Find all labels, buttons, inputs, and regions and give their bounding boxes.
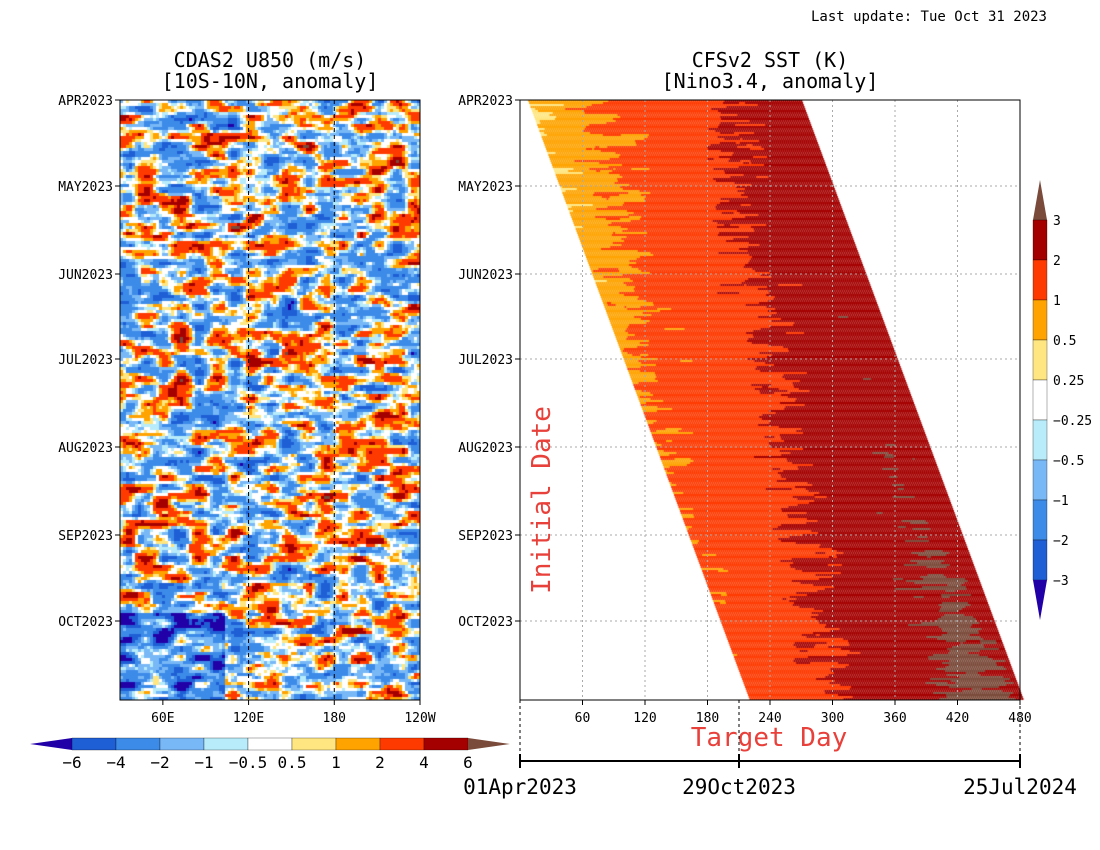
right-cbar-max-triangle (1033, 180, 1047, 220)
right-cbar-box (1032, 539, 1048, 581)
right-ytick-label: MAY2023 (458, 180, 513, 195)
right-cbar-box (1032, 339, 1048, 381)
right-colorbar: 3 2 1 0.5 0.25 −0.25 −0.5 −1 −2 −3 (1032, 180, 1092, 620)
left-cbar-box (203, 737, 249, 751)
left-cbar-label: −1 (194, 753, 213, 772)
left-ytick-label: OCT2023 (58, 615, 113, 630)
right-cbar-label: −0.25 (1053, 414, 1092, 429)
right-xtick-label: 60 (575, 711, 591, 726)
right-ytick-label: OCT2023 (458, 615, 513, 630)
right-cbar-box (1032, 419, 1048, 461)
date-axis-label: 25Jul2024 (963, 775, 1077, 799)
right-cbar-box (1032, 499, 1048, 541)
right-xtick-label: 300 (821, 711, 844, 726)
left-cbar-label: −4 (106, 753, 125, 772)
left-cbar-box (247, 737, 293, 751)
left-ytick-label: MAY2023 (58, 180, 113, 195)
right-axes: APR2023 MAY2023 JUN2023 JUL2023 AUG2023 SEP20… (458, 94, 1032, 726)
right-chart-subtitle: [Nino3.4, anomaly] (662, 69, 879, 93)
left-ytick-label: JUN2023 (58, 268, 113, 283)
left-cbar-box (379, 737, 425, 751)
left-xtick-label: 180 (323, 711, 346, 726)
right-cbar-label: 0.25 (1053, 374, 1084, 389)
left-chart-subtitle: [10S-10N, anomaly] (162, 69, 379, 93)
left-cbar-box (159, 737, 205, 751)
right-cbar-box (1032, 459, 1048, 501)
left-cbar-box (71, 737, 117, 751)
left-xtick-label: 120W (404, 711, 435, 726)
date-axis-label: 01Apr2023 (463, 775, 577, 799)
left-axes: APR2023 MAY2023 JUN2023 JUL2023 AUG2023 SEP20… (58, 94, 436, 726)
left-cbar-label: 1 (331, 753, 341, 772)
right-cbar-label: −1 (1053, 494, 1069, 509)
left-cbar-box (423, 737, 469, 751)
left-ytick-label: APR2023 (58, 94, 113, 109)
left-ytick-label: SEP2023 (58, 529, 113, 544)
date-axis-label: 29Oct2023 (682, 775, 796, 799)
date-axis: 01Apr2023 29Oct2023 25Jul2024 (463, 700, 1077, 799)
right-cbar-label: −2 (1053, 534, 1069, 549)
right-xtick-label: 240 (758, 711, 781, 726)
right-ytick-label: JUL2023 (458, 353, 513, 368)
left-cbar-max-triangle (468, 738, 510, 750)
right-xtick-label: 120 (633, 711, 656, 726)
left-cbar-box (335, 737, 381, 751)
right-cbar-label: 1 (1053, 294, 1061, 309)
right-ytick-label: AUG2023 (458, 441, 513, 456)
right-xtick-label: 360 (883, 711, 906, 726)
ylabel-initial-date: Initial Date (527, 406, 557, 594)
left-cbar-label: 6 (463, 753, 473, 772)
xlabel-target-day: Target Day (691, 723, 848, 753)
right-cbar-label: 0.5 (1053, 334, 1076, 349)
right-cbar-box (1032, 259, 1048, 301)
right-xtick-label: 420 (946, 711, 969, 726)
left-cbar-label: −0.5 (229, 753, 268, 772)
right-chart-title: CFSv2 SST (K) (692, 48, 849, 72)
right-cbar-min-triangle (1033, 580, 1047, 620)
left-chart-title: CDAS2 U850 (m/s) (174, 48, 367, 72)
right-ytick-label: JUN2023 (458, 268, 513, 283)
last-update-text: Last update: Tue Oct 31 2023 (811, 9, 1047, 25)
left-plot-frame (119, 99, 421, 701)
right-cbar-label: 3 (1053, 214, 1061, 229)
right-cbar-label: 2 (1053, 254, 1061, 269)
left-cbar-label: 4 (419, 753, 429, 772)
right-cbar-box (1032, 299, 1048, 341)
right-cbar-box (1032, 219, 1048, 261)
left-ytick-label: JUL2023 (58, 353, 113, 368)
left-cbar-box (115, 737, 161, 751)
left-xtick-label: 120E (233, 711, 264, 726)
right-cbar-label: −3 (1053, 574, 1069, 589)
right-ytick-label: SEP2023 (458, 529, 513, 544)
right-ytick-label: APR2023 (458, 94, 513, 109)
left-cbar-min-triangle (30, 738, 72, 750)
right-cbar-box (1032, 379, 1048, 421)
left-ytick-label: AUG2023 (58, 441, 113, 456)
left-cbar-label: 2 (375, 753, 385, 772)
right-cbar-label: −0.5 (1053, 454, 1084, 469)
left-cbar-label: 0.5 (278, 753, 307, 772)
left-cbar-label: −6 (62, 753, 81, 772)
right-xtick-label: 180 (696, 711, 719, 726)
left-colorbar: −6 −4 −2 −1 −0.5 0.5 1 2 4 6 (30, 737, 510, 772)
left-xtick-label: 60E (151, 711, 174, 726)
left-cbar-box (291, 737, 337, 751)
left-cbar-label: −2 (150, 753, 169, 772)
